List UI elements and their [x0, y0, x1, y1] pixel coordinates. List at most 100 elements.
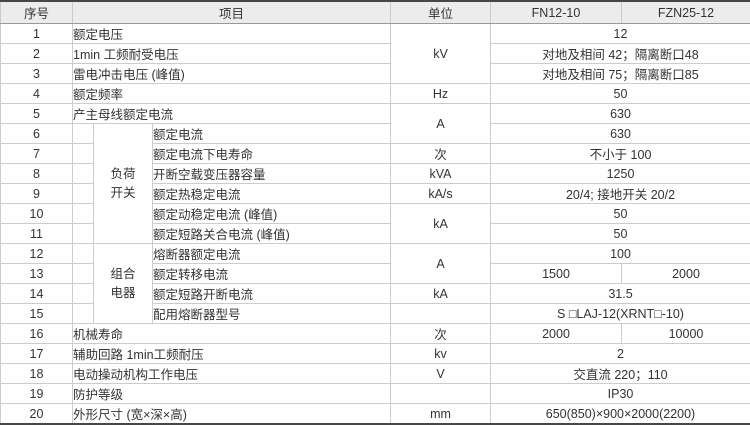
- serial-cell: 3: [1, 64, 73, 84]
- table-row: 2 1min 工频耐受电压 对地及相间 42；隔离断口48: [1, 44, 750, 64]
- item-cell: 额定电流下电寿命: [153, 144, 391, 164]
- value-cell: 20/4; 接地开关 20/2: [491, 184, 750, 204]
- item-cell: 熔断器额定电流: [153, 244, 391, 264]
- item-cell: 额定短路关合电流 (峰值): [153, 224, 391, 244]
- item-cell: 1min 工频耐受电压: [73, 44, 391, 64]
- value-cell: 交直流 220；110: [491, 364, 750, 384]
- serial-cell: 14: [1, 284, 73, 304]
- item-cell: 开断空载变压器容量: [153, 164, 391, 184]
- value-cell: 50: [491, 204, 750, 224]
- unit-cell: [391, 304, 491, 324]
- value-cell: 630: [491, 104, 750, 124]
- header-row: 序号 项目 单位 FN12-10 FZN25-12: [1, 1, 750, 24]
- serial-cell: 1: [1, 24, 73, 44]
- unit-cell: kA: [391, 204, 491, 244]
- unit-cell: kv: [391, 344, 491, 364]
- table-row: 1 额定电压 kV 12: [1, 24, 750, 44]
- value-cell: 50: [491, 224, 750, 244]
- unit-cell: Hz: [391, 84, 491, 104]
- serial-cell: 16: [1, 324, 73, 344]
- spacer-cell: [73, 244, 94, 264]
- serial-cell: 17: [1, 344, 73, 364]
- value-cell: 650(850)×900×2000(2200): [491, 404, 750, 425]
- serial-cell: 18: [1, 364, 73, 384]
- spacer-cell: [73, 284, 94, 304]
- value-cell: 对地及相间 42；隔离断口48: [491, 44, 750, 64]
- header-unit: 单位: [391, 1, 491, 24]
- serial-cell: 11: [1, 224, 73, 244]
- table-row: 18 电动操动机构工作电压 V 交直流 220；110: [1, 364, 750, 384]
- item-cell: 额定频率: [73, 84, 391, 104]
- spacer-cell: [73, 224, 94, 244]
- serial-cell: 19: [1, 384, 73, 404]
- spacer-cell: [73, 304, 94, 324]
- table-row: 17 辅助回路 1min工频耐压 kv 2: [1, 344, 750, 364]
- serial-cell: 4: [1, 84, 73, 104]
- unit-cell: A: [391, 244, 491, 284]
- value-cell-model2: 10000: [622, 324, 750, 344]
- item-cell: 额定转移电流: [153, 264, 391, 284]
- spacer-cell: [73, 124, 94, 144]
- item-cell: 外形尺寸 (宽×深×高): [73, 404, 391, 425]
- unit-cell: kVA: [391, 164, 491, 184]
- spacer-cell: [73, 264, 94, 284]
- item-cell: 额定热稳定电流: [153, 184, 391, 204]
- unit-cell: kV: [391, 24, 491, 84]
- value-cell: 31.5: [491, 284, 750, 304]
- value-cell: 12: [491, 24, 750, 44]
- value-cell-model1: 2000: [491, 324, 622, 344]
- serial-cell: 20: [1, 404, 73, 425]
- unit-cell: V: [391, 364, 491, 384]
- item-cell: 额定动稳定电流 (峰值): [153, 204, 391, 224]
- value-cell: 不小于 100: [491, 144, 750, 164]
- item-cell: 防护等级: [73, 384, 391, 404]
- header-serial: 序号: [1, 1, 73, 24]
- serial-cell: 15: [1, 304, 73, 324]
- table-row: 19 防护等级 IP30: [1, 384, 750, 404]
- item-cell: 配用熔断器型号: [153, 304, 391, 324]
- serial-cell: 8: [1, 164, 73, 184]
- serial-cell: 9: [1, 184, 73, 204]
- value-cell: 50: [491, 84, 750, 104]
- serial-cell: 6: [1, 124, 73, 144]
- value-cell-model2: 2000: [622, 264, 750, 284]
- serial-cell: 13: [1, 264, 73, 284]
- table-row: 5 产主母线额定电流 A 630: [1, 104, 750, 124]
- header-item: 项目: [73, 1, 391, 24]
- spacer-cell: [73, 204, 94, 224]
- table-row: 12 组合 电器 熔断器额定电流 A 100: [1, 244, 750, 264]
- value-cell: S □LAJ-12(XRNT□-10): [491, 304, 750, 324]
- item-cell: 产主母线额定电流: [73, 104, 391, 124]
- table-row: 6 负荷 开关 额定电流 630: [1, 124, 750, 144]
- item-cell: 额定短路开断电流: [153, 284, 391, 304]
- table-row: 20 外形尺寸 (宽×深×高) mm 650(850)×900×2000(220…: [1, 404, 750, 425]
- serial-cell: 7: [1, 144, 73, 164]
- value-cell: IP30: [491, 384, 750, 404]
- group-label-line: 电器: [94, 284, 152, 303]
- group-label-line: 开关: [94, 184, 152, 203]
- header-model2: FZN25-12: [622, 1, 750, 24]
- group-cell-load-switch: 负荷 开关: [94, 124, 153, 244]
- item-cell: 雷电冲击电压 (峰值): [73, 64, 391, 84]
- value-cell-model1: 1500: [491, 264, 622, 284]
- item-cell: 额定电压: [73, 24, 391, 44]
- table-row: 3 雷电冲击电压 (峰值) 对地及相间 75；隔离断口85: [1, 64, 750, 84]
- serial-cell: 10: [1, 204, 73, 224]
- group-label-line: 组合: [94, 265, 152, 284]
- group-label-line: 负荷: [94, 165, 152, 184]
- value-cell: 630: [491, 124, 750, 144]
- item-cell: 机械寿命: [73, 324, 391, 344]
- value-cell: 100: [491, 244, 750, 264]
- item-cell: 电动操动机构工作电压: [73, 364, 391, 384]
- group-cell-combined: 组合 电器: [94, 244, 153, 324]
- table-row: 16 机械寿命 次 2000 10000: [1, 324, 750, 344]
- value-cell: 1250: [491, 164, 750, 184]
- item-cell: 额定电流: [153, 124, 391, 144]
- serial-cell: 5: [1, 104, 73, 124]
- serial-cell: 12: [1, 244, 73, 264]
- spacer-cell: [73, 144, 94, 164]
- unit-cell: 次: [391, 144, 491, 164]
- spacer-cell: [73, 184, 94, 204]
- value-cell: 对地及相间 75；隔离断口85: [491, 64, 750, 84]
